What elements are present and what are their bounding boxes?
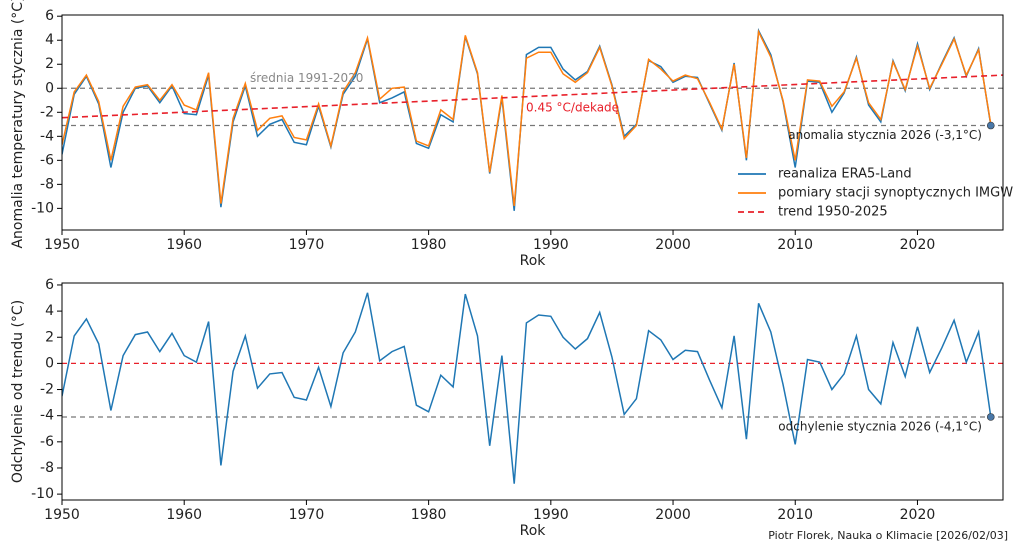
y-tick-label: 4 [45, 303, 54, 319]
y-tick-label: 6 [45, 8, 54, 24]
x-axis-label: Rok [520, 523, 547, 539]
x-tick-label: 1970 [289, 507, 325, 523]
x-tick-label: 1960 [166, 237, 202, 253]
x-tick-label: 1980 [411, 507, 447, 523]
x-tick-label: 2010 [777, 237, 813, 253]
y-tick-label: -10 [31, 200, 54, 216]
data-line [62, 292, 992, 484]
y-tick-label: -8 [40, 460, 54, 476]
y-tick-label: -10 [31, 486, 54, 502]
y-axis-label: Anomalia temperatury stycznia (°C) [10, 0, 26, 249]
plot-area [62, 292, 1003, 484]
x-tick-label: 1950 [44, 507, 80, 523]
x-tick-label: 2020 [900, 507, 936, 523]
axes-frame [61, 14, 1004, 231]
x-tick-label: 2010 [777, 507, 813, 523]
y-tick-label: -4 [40, 408, 54, 424]
x-tick-label: 2020 [900, 237, 936, 253]
data-line [62, 74, 1003, 119]
x-tick-label: 2000 [655, 507, 691, 523]
x-tick-label: 1970 [289, 237, 325, 253]
plot-area [62, 27, 1003, 211]
reference-label: średnia 1991-2020 [250, 71, 363, 85]
y-tick-label: -2 [40, 104, 54, 120]
x-tick-label: 1960 [166, 507, 202, 523]
y-tick-label: -6 [40, 152, 54, 168]
data-line [62, 29, 992, 207]
y-tick-label: 0 [45, 355, 54, 371]
trend-annotation: 0.45 °C/dekadę [526, 101, 619, 115]
legend-label: reanaliza ERA5-Land [778, 167, 912, 182]
y-tick-label: 0 [45, 80, 54, 96]
x-tick-label: 2000 [655, 237, 691, 253]
y-tick-label: 6 [45, 277, 54, 293]
y-tick-label: 2 [45, 56, 54, 72]
legend-label: pomiary stacji synoptycznych IMGW [778, 186, 1013, 201]
axes-frame [61, 282, 1004, 501]
y-tick-label: -2 [40, 382, 54, 398]
x-tick-label: 1990 [533, 507, 569, 523]
y-tick-label: -6 [40, 434, 54, 450]
x-tick-label: 1980 [411, 237, 447, 253]
x-tick-label: 1990 [533, 237, 569, 253]
y-axis-label: Odchylenie od trendu (°C) [10, 300, 26, 483]
y-tick-label: -8 [40, 176, 54, 192]
x-axis-label: Rok [520, 253, 547, 269]
y-tick-label: 4 [45, 32, 54, 48]
reference-label: anomalia stycznia 2026 (-3,1°C) [788, 128, 982, 142]
credit: Piotr Florek, Nauka o Klimacie [2026/02/… [768, 529, 1008, 542]
latest-point [986, 121, 995, 130]
y-tick-label: -4 [40, 128, 54, 144]
reference-label: odchylenie stycznia 2026 (-4,1°C) [778, 419, 982, 433]
x-tick-label: 1950 [44, 237, 80, 253]
legend-label: trend 1950-2025 [778, 205, 888, 220]
y-tick-label: 2 [45, 329, 54, 345]
latest-point [986, 413, 995, 421]
